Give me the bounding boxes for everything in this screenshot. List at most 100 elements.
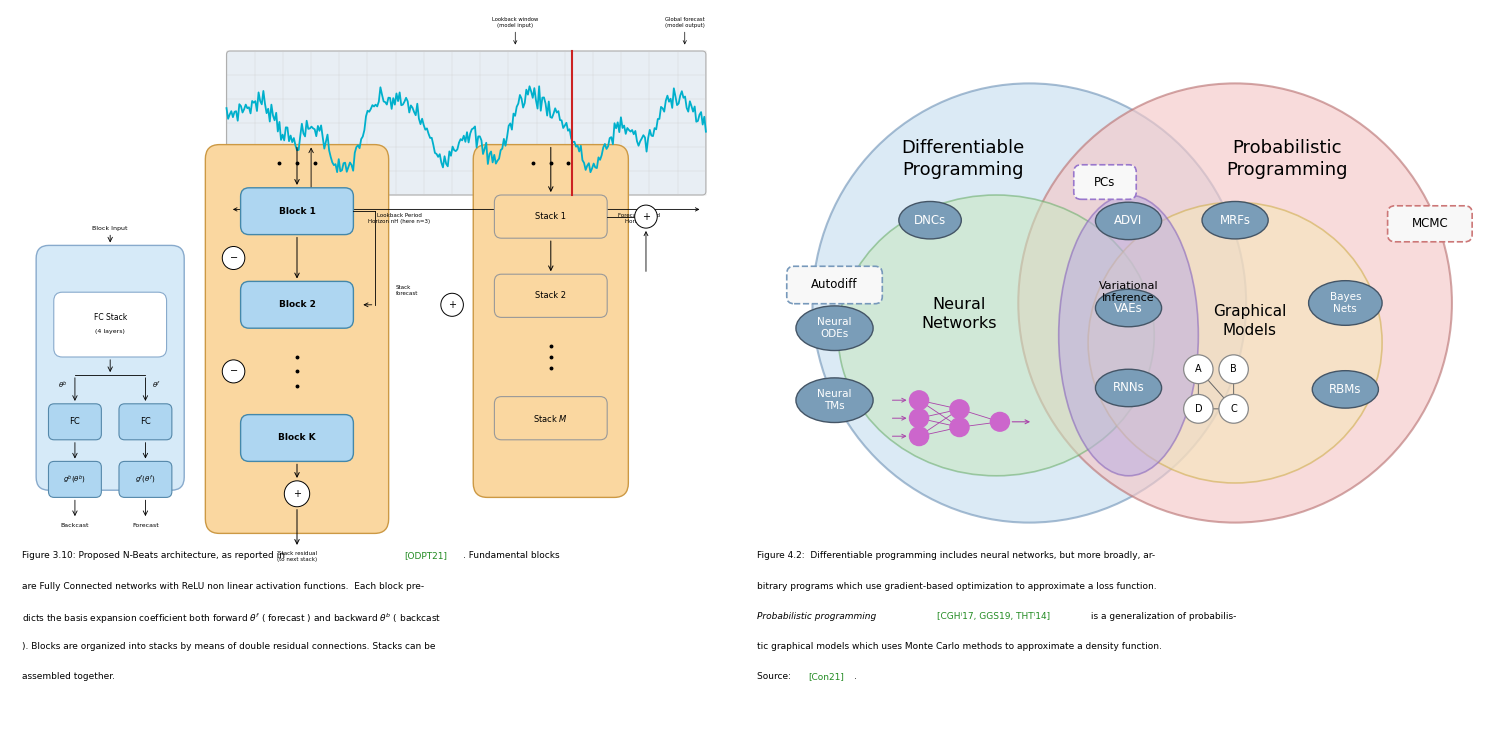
Ellipse shape [1019,83,1452,523]
Circle shape [222,360,245,383]
Text: Stack residual
(to next stack): Stack residual (to next stack) [278,551,316,562]
Text: Forecast Period
Horizon H: Forecast Period Horizon H [618,213,660,223]
Ellipse shape [839,195,1155,476]
Circle shape [909,427,928,445]
Ellipse shape [1202,202,1268,239]
Text: Autodiff: Autodiff [812,278,858,292]
Text: Stack 1: Stack 1 [536,212,567,221]
Text: [Con21]: [Con21] [808,672,844,681]
FancyBboxPatch shape [54,292,166,357]
Ellipse shape [1095,202,1161,240]
Text: B: B [1230,364,1238,374]
Text: $\theta^f$: $\theta^f$ [153,380,162,392]
Circle shape [990,413,1010,431]
Text: Block 1: Block 1 [279,207,315,216]
Text: RNNs: RNNs [1113,382,1144,394]
Text: Figure 3.10: Proposed N-Beats architecture, as reported in: Figure 3.10: Proposed N-Beats architectu… [22,551,288,560]
Text: MCMC: MCMC [1412,217,1448,230]
FancyBboxPatch shape [240,281,354,328]
Text: (4 layers): (4 layers) [94,329,124,334]
Text: [ODPT21]: [ODPT21] [404,551,447,560]
FancyBboxPatch shape [48,461,102,497]
Text: Variational
Inference: Variational Inference [1098,281,1158,304]
Text: tic graphical models which uses Monte Carlo methods to approximate a density fun: tic graphical models which uses Monte Ca… [758,642,1162,651]
Circle shape [285,481,309,507]
Text: assembled together.: assembled together. [22,672,116,681]
FancyBboxPatch shape [118,461,172,497]
Circle shape [222,247,245,269]
Circle shape [634,205,657,228]
Text: ADVI: ADVI [1114,214,1143,227]
FancyBboxPatch shape [1388,206,1472,242]
Text: [CGHⁱ17, GGS19, THTⁱ14]: [CGHⁱ17, GGS19, THTⁱ14] [938,612,1050,621]
Text: RBMs: RBMs [1329,383,1362,396]
Text: DNCs: DNCs [914,214,946,226]
Text: .: . [855,672,856,681]
Text: D: D [1194,404,1202,414]
Text: Backcast: Backcast [60,523,88,527]
Circle shape [950,400,969,418]
Circle shape [1184,355,1214,384]
Text: Lookback Period
Horizon nH (here n=3): Lookback Period Horizon nH (here n=3) [368,213,430,223]
Text: Neural
ODEs: Neural ODEs [818,317,852,339]
Text: Stack
forecast: Stack forecast [396,285,418,296]
FancyBboxPatch shape [240,415,354,461]
Text: Block K: Block K [278,433,316,442]
Text: Global forecast
(model output): Global forecast (model output) [664,17,705,28]
FancyBboxPatch shape [495,397,608,439]
Ellipse shape [796,378,873,422]
Text: Probabilistic
Programming: Probabilistic Programming [1226,139,1347,179]
Text: are Fully Connected networks with ReLU non linear activation functions.  Each bl: are Fully Connected networks with ReLU n… [22,582,424,591]
Ellipse shape [1308,280,1382,326]
Circle shape [1184,394,1214,423]
FancyBboxPatch shape [474,145,628,497]
FancyBboxPatch shape [1074,165,1136,200]
Text: dicts the basis expansion coefficient both forward $\theta^f$ ( forecast ) and b: dicts the basis expansion coefficient bo… [22,612,441,626]
Text: FC Stack: FC Stack [93,313,128,322]
Text: −: − [230,367,237,376]
Text: Stack Input: Stack Input [292,196,328,202]
Ellipse shape [898,202,962,239]
Ellipse shape [1095,290,1161,327]
Text: $g^f(\theta^f)$: $g^f(\theta^f)$ [135,473,156,485]
Text: ). Blocks are organized into stacks by means of double residual connections. Sta: ). Blocks are organized into stacks by m… [22,642,435,651]
Text: MRFs: MRFs [1220,214,1251,226]
Text: +: + [448,300,456,310]
FancyBboxPatch shape [36,245,184,490]
Text: $g^b(\theta^b)$: $g^b(\theta^b)$ [63,473,87,485]
FancyBboxPatch shape [206,145,388,533]
Circle shape [909,391,928,410]
Text: Probabilistic programming: Probabilistic programming [758,612,879,621]
Text: is a generalization of probabilis-: is a generalization of probabilis- [1088,612,1236,621]
Circle shape [441,293,464,316]
Text: Block 2: Block 2 [279,300,315,309]
Text: A: A [1196,364,1202,374]
Text: Neural
TMs: Neural TMs [818,389,852,411]
Text: Forecast: Forecast [132,523,159,527]
Circle shape [909,409,928,428]
Text: FC: FC [140,417,152,426]
Ellipse shape [1095,369,1161,407]
FancyBboxPatch shape [48,404,102,439]
Circle shape [950,418,969,436]
Text: Figure 4.2:  Differentiable programming includes neural networks, but more broad: Figure 4.2: Differentiable programming i… [758,551,1155,560]
FancyBboxPatch shape [786,266,882,304]
FancyBboxPatch shape [495,195,608,238]
Text: Differentiable
Programming: Differentiable Programming [902,139,1024,179]
FancyBboxPatch shape [240,188,354,235]
Text: PCs: PCs [1095,176,1116,188]
FancyBboxPatch shape [226,51,706,195]
Text: Stack 2: Stack 2 [536,291,567,300]
Ellipse shape [1059,195,1198,476]
Text: C: C [1230,404,1238,414]
Text: Lookback window
(model input): Lookback window (model input) [492,17,538,28]
Ellipse shape [813,83,1246,523]
Text: Stack $M$: Stack $M$ [534,413,568,424]
Ellipse shape [1312,370,1378,408]
Text: Graphical
Models: Graphical Models [1214,304,1287,338]
Text: +: + [292,489,302,499]
Text: Source:: Source: [758,672,794,681]
Text: −: − [230,253,237,263]
Text: . Fundamental blocks: . Fundamental blocks [462,551,560,560]
FancyBboxPatch shape [495,274,608,317]
